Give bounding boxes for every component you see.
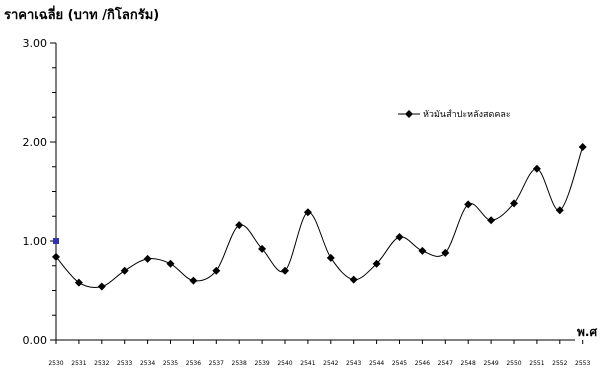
data-point [464, 200, 473, 209]
data-point [578, 142, 587, 151]
y-tick-label: 2.00 [23, 136, 48, 149]
x-tick-label: 2547 [438, 360, 453, 367]
data-point [143, 254, 152, 263]
data-point [74, 278, 83, 287]
data-point [258, 244, 267, 253]
data-point [97, 282, 106, 291]
data-point [532, 164, 541, 173]
data-point [441, 248, 450, 257]
x-tick-label: 2553 [575, 360, 590, 367]
legend-marker-icon [398, 110, 420, 118]
x-tick-label: 2542 [323, 360, 338, 367]
x-tick-label: 2530 [48, 360, 63, 367]
data-point [281, 266, 289, 275]
data-point [349, 275, 358, 284]
x-tick-label: 2536 [186, 360, 201, 367]
y-tick-label: 1.00 [23, 235, 48, 248]
data-point [166, 259, 175, 268]
y-axis-label: ราคาเฉลี่ย (บาท /กิโลกรัม) [4, 8, 160, 23]
x-tick-label: 2543 [346, 360, 361, 367]
data-point [418, 246, 427, 255]
x-tick-label: 2545 [392, 360, 407, 367]
data-point [395, 233, 404, 242]
data-point [52, 252, 60, 261]
y-tick-label: 0.00 [23, 334, 48, 347]
x-tick-label: 2552 [552, 360, 567, 367]
data-point [326, 253, 335, 262]
legend-entry: หัวมันสำปะหลังสดคละ [423, 110, 511, 120]
data-point [487, 216, 496, 225]
x-tick-label: 2531 [71, 360, 86, 367]
x-tick-label: 2551 [529, 360, 544, 367]
chart-axes [50, 42, 584, 344]
x-tick-label: 2541 [300, 360, 315, 367]
x-tick-label: 2549 [483, 360, 498, 367]
data-point [510, 199, 518, 208]
x-tick-label: 2535 [163, 360, 178, 367]
data-point [235, 221, 244, 230]
legend: หัวมันสำปะหลังสดคละ [398, 107, 511, 121]
data-point [555, 206, 564, 215]
series-line [55, 146, 584, 288]
x-tick-label: 2534 [140, 360, 155, 367]
x-tick-label: 2544 [369, 360, 384, 367]
x-tick-labels: 2530 2531 2532 2533 2534 2535 2536 2537 2538 2539… [48, 360, 590, 367]
x-tick-label: 2539 [254, 360, 269, 367]
x-tick-label: 2550 [506, 360, 521, 367]
y-tick-labels: 0.00 1.00 2.00 3.00 [23, 37, 48, 347]
x-tick-label: 2533 [117, 360, 132, 367]
data-point [189, 276, 198, 285]
data-point [303, 208, 312, 217]
data-point [372, 259, 381, 268]
x-tick-label: 2546 [415, 360, 430, 367]
x-tick-label: 2537 [209, 360, 224, 367]
data-point [120, 266, 129, 275]
x-tick-label: 2548 [461, 360, 476, 367]
data-point [212, 266, 221, 275]
series-markers [52, 142, 587, 291]
x-tick-label: 2540 [277, 360, 292, 367]
x-axis-label: พ.ศ [577, 325, 598, 339]
extra-data-point [53, 238, 59, 244]
x-tick-label: 2532 [94, 360, 109, 367]
x-tick-label: 2538 [232, 360, 247, 367]
y-tick-label: 3.00 [23, 37, 48, 50]
